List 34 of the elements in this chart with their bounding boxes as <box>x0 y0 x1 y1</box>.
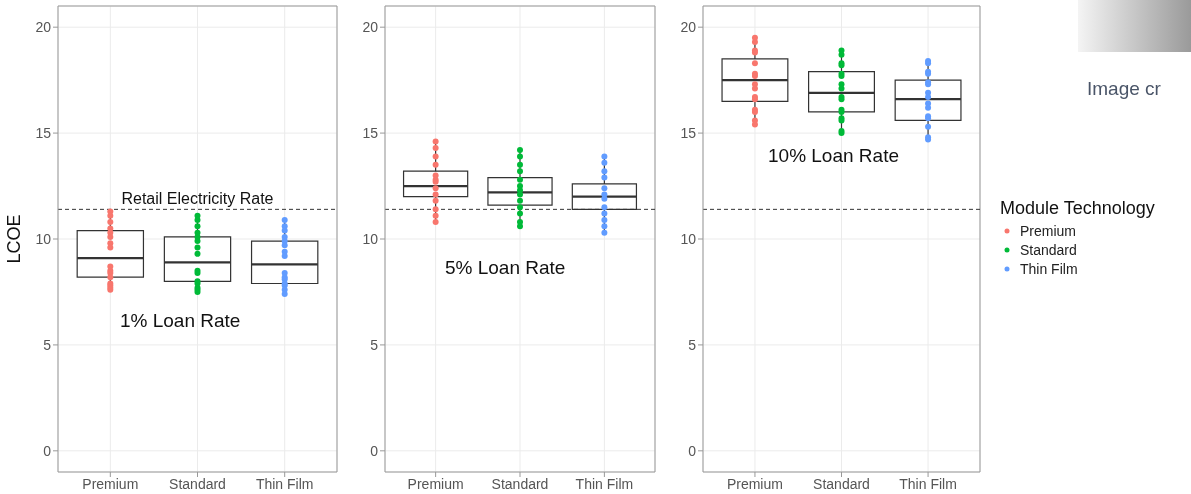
y-tick-label: 10 <box>35 230 52 247</box>
y-axis-title: LCOE <box>4 214 25 264</box>
y-tick-label: 5 <box>688 336 697 353</box>
y-tick-label: 10 <box>680 230 697 247</box>
y-tick-label: 20 <box>362 19 379 36</box>
y-tick-label: 20 <box>680 19 697 36</box>
text: Thin Film <box>1020 260 1078 277</box>
x-tick-label: Premium <box>407 475 464 492</box>
x-tick-label: Thin Film <box>899 475 957 492</box>
x-tick-label: Thin Film <box>575 475 634 492</box>
legend-title: Module Technology <box>1000 198 1155 219</box>
x-tick-label: Thin Film <box>255 475 314 492</box>
x-tick-label: Premium <box>82 475 139 492</box>
x-tick-label: Premium <box>726 475 783 492</box>
x-tick-label: Standard <box>169 475 226 492</box>
y-tick-label: 5 <box>370 336 379 353</box>
x-tick-label: Standard <box>491 475 549 492</box>
ref-line-label: Retail Electricity Rate <box>121 190 274 208</box>
text: Image cr <box>1087 78 1161 100</box>
text: Premium <box>1020 222 1077 239</box>
annotation: 5% Loan Rate <box>445 257 566 279</box>
annotation: 1% Loan Rate <box>120 310 241 332</box>
y-tick-label: 0 <box>688 442 697 459</box>
y-tick-label: 0 <box>370 442 379 459</box>
x-tick-label: Standard <box>813 475 870 492</box>
y-tick-label: 20 <box>35 19 52 36</box>
y-tick-label: 0 <box>43 442 52 459</box>
y-tick-label: 15 <box>35 125 52 142</box>
y-tick-label: 15 <box>680 125 697 142</box>
y-tick-label: 15 <box>362 125 379 142</box>
annotation: 10% Loan Rate <box>768 145 899 167</box>
y-tick-label: 5 <box>43 336 52 353</box>
text: Standard <box>1020 241 1077 258</box>
y-tick-label: 10 <box>362 230 379 247</box>
